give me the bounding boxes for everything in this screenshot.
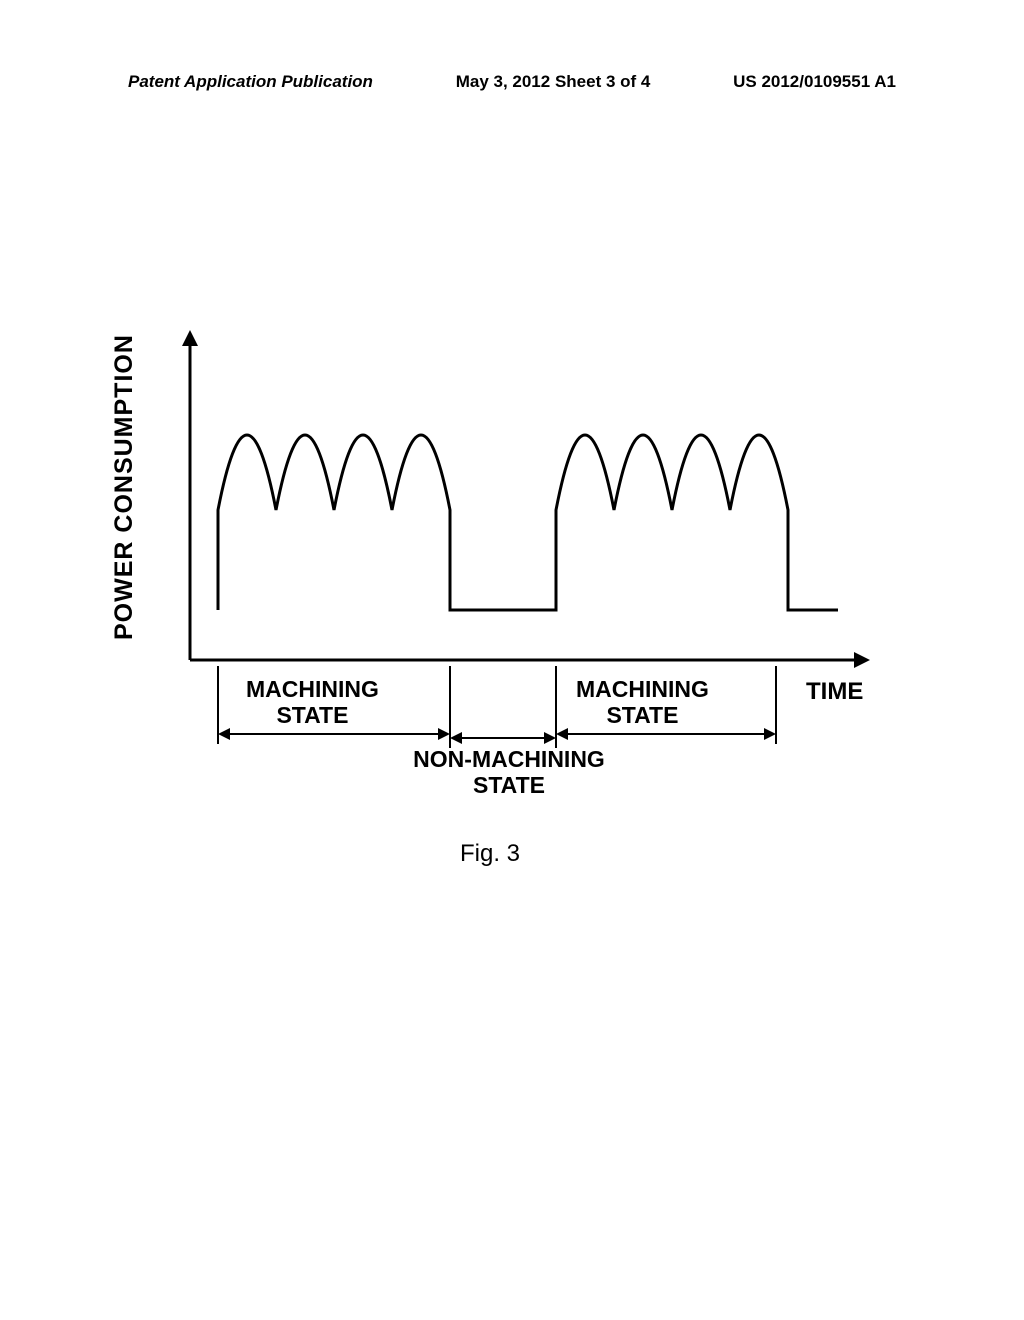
state-label-line2: STATE (606, 702, 678, 728)
header-right: US 2012/0109551 A1 (733, 72, 896, 92)
x-axis-label: TIME (806, 678, 863, 706)
state-label-machining-1: MACHINING STATE (246, 676, 379, 729)
state-label-nonmachining: NON-MACHINING STATE (394, 746, 624, 799)
state-label-line2: STATE (276, 702, 348, 728)
state-label-line1: MACHINING (576, 676, 709, 702)
header-left: Patent Application Publication (128, 72, 373, 92)
state-label-machining-2: MACHINING STATE (576, 676, 709, 729)
header-mid: May 3, 2012 Sheet 3 of 4 (456, 72, 651, 92)
state-label-line2: STATE (473, 772, 545, 798)
page-header: Patent Application Publication May 3, 20… (0, 72, 1024, 92)
figure-caption: Fig. 3 (460, 840, 520, 868)
y-axis-label: POWER CONSUMPTION (110, 334, 139, 640)
state-label-line1: MACHINING (246, 676, 379, 702)
chart-container: POWER CONSUMPTION TIME MACHINING STATE M… (130, 330, 890, 850)
state-label-line1: NON-MACHINING (413, 746, 605, 772)
